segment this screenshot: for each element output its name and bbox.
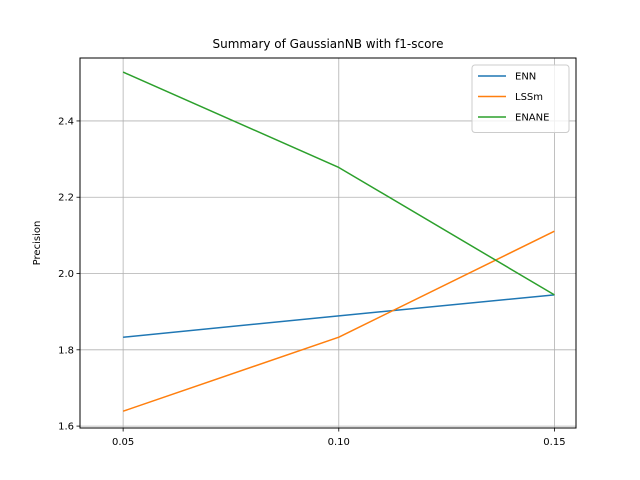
x-tick-label: 0.05 bbox=[112, 437, 134, 448]
ticks: 0.05 0.10 0.15 1.6 1.8 2.0 2.2 2.4 bbox=[58, 116, 565, 448]
series-line-lssm bbox=[122, 230, 555, 412]
x-tick-label: 0.15 bbox=[543, 437, 565, 448]
x-tick-label: 0.10 bbox=[328, 437, 350, 448]
legend: ENN LSSm ENANE bbox=[471, 64, 570, 133]
legend-box bbox=[471, 64, 570, 133]
legend-label-lssm: LSSm bbox=[515, 92, 543, 103]
legend-label-enane: ENANE bbox=[515, 113, 549, 124]
chart-title: Summary of GaussianNB with f1-score bbox=[213, 37, 444, 51]
y-tick-label: 1.8 bbox=[58, 345, 74, 356]
series-line-enn bbox=[123, 294, 555, 338]
legend-label-enn: ENN bbox=[515, 72, 536, 83]
y-tick-label: 2.2 bbox=[58, 193, 74, 204]
plot-frame bbox=[79, 57, 577, 429]
y-axis-label: Precision bbox=[32, 221, 43, 266]
y-tick-label: 2.0 bbox=[58, 269, 74, 280]
y-tick-label: 2.4 bbox=[58, 116, 74, 127]
series-line-enane bbox=[122, 71, 555, 296]
y-tick-label: 1.6 bbox=[58, 422, 74, 433]
series-lines bbox=[122, 71, 555, 412]
